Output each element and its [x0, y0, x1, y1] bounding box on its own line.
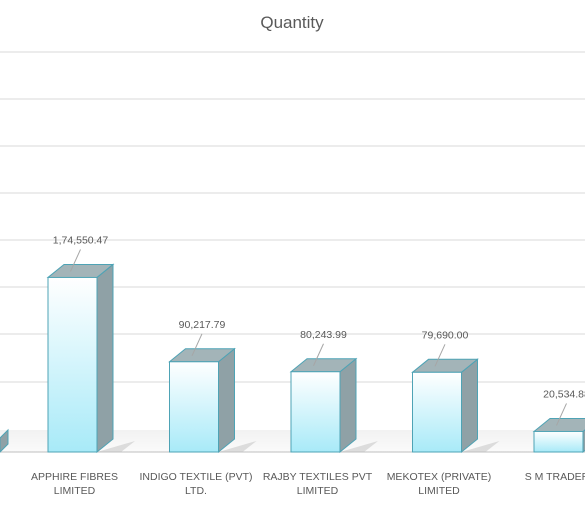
bar: [168, 347, 257, 454]
leader-line: [434, 344, 446, 367]
bars: [0, 263, 585, 454]
bar: [532, 417, 585, 454]
data-label: 80,243.99: [300, 329, 347, 341]
data-label: 1,74,550.47: [53, 234, 109, 246]
leader-line: [70, 249, 81, 272]
data-label: 90,217.79: [179, 319, 226, 331]
category-label: INDIGO TEXTILE (PVT) LTD.: [140, 471, 253, 497]
category-label: S M TRADERS: [525, 471, 585, 483]
chart-title: Quantity: [260, 13, 324, 32]
data-labels: 1,74,550.47 90,217.79 80,243.99 79,690.00 20…: [53, 234, 585, 426]
leader-line: [313, 343, 324, 366]
category-label: RAJBY TEXTILES PVT LIMITED: [263, 471, 373, 497]
leader-line: [556, 403, 567, 426]
category-label: APPHIRE FIBRES LIMITED: [31, 471, 118, 497]
bar-fragment: [0, 428, 9, 453]
bar: [411, 358, 500, 454]
category-labels: APPHIRE FIBRES LIMITED INDIGO TEXTILE (PVT…: [31, 471, 585, 497]
bar: [46, 263, 135, 454]
category-label: MEKOTEX (PRIVATE) LIMITED: [387, 471, 492, 497]
leader-line: [191, 333, 203, 356]
data-label: 79,690.00: [422, 329, 469, 341]
bar: [289, 357, 378, 454]
data-label: 20,534.88: [543, 388, 585, 400]
